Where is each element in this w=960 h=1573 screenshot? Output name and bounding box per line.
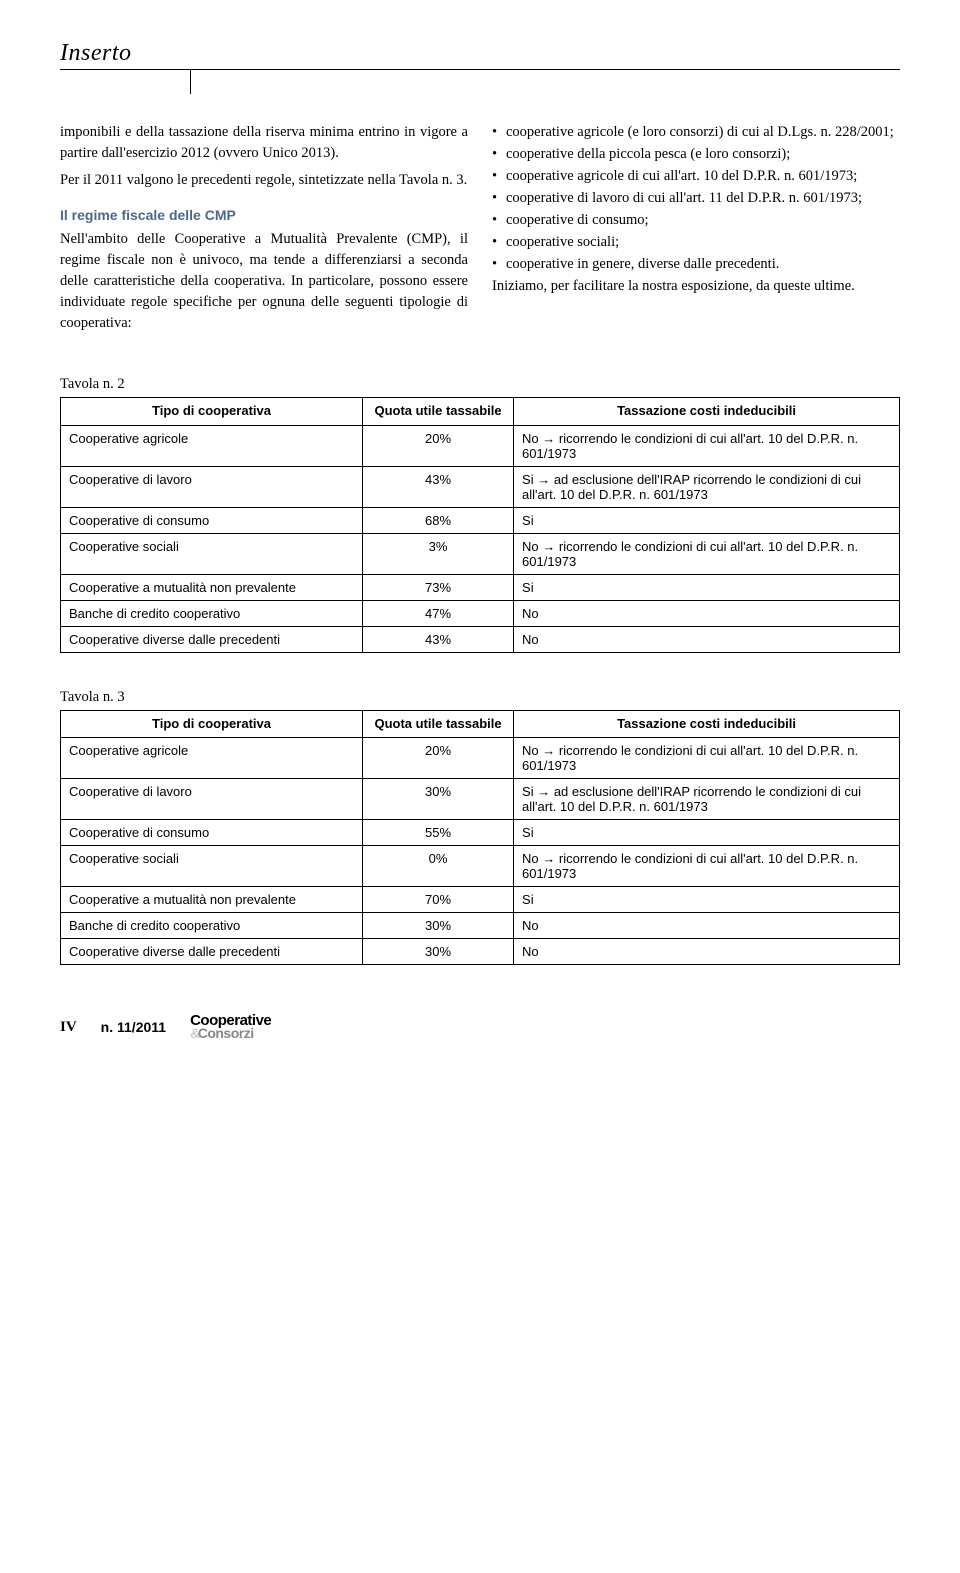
cell-tax: No bbox=[514, 600, 900, 626]
table-row: Tipo di cooperativa Quota utile tassabil… bbox=[61, 710, 900, 737]
table-caption: Tavola n. 2 bbox=[60, 376, 900, 393]
body-columns: imponibili e della tassazione della rise… bbox=[60, 122, 900, 340]
logo-line-2: &Consorzi bbox=[190, 1028, 271, 1040]
cell-type: Cooperative sociali bbox=[61, 845, 363, 886]
page-header-title: Inserto bbox=[60, 40, 900, 67]
body-paragraph: Iniziamo, per facilitare la nostra espos… bbox=[492, 276, 900, 297]
cell-quota: 70% bbox=[363, 886, 514, 912]
cell-tax: No → ricorrendo le condizioni di cui all… bbox=[514, 737, 900, 778]
cell-type: Cooperative a mutualità non prevalente bbox=[61, 886, 363, 912]
list-item: cooperative agricole di cui all'art. 10 … bbox=[492, 166, 900, 187]
header-tick bbox=[190, 70, 191, 94]
cell-tax: Si bbox=[514, 574, 900, 600]
table-row: Cooperative diverse dalle precedenti43%N… bbox=[61, 626, 900, 652]
list-item: cooperative agricole (e loro consorzi) d… bbox=[492, 122, 900, 143]
cell-type: Cooperative agricole bbox=[61, 737, 363, 778]
cell-tax: No → ricorrendo le condizioni di cui all… bbox=[514, 425, 900, 466]
table-row: Cooperative di consumo55%Si bbox=[61, 819, 900, 845]
body-paragraph: imponibili e della tassazione della rise… bbox=[60, 122, 468, 164]
page-footer: IV n. 11/2011 Cooperative &Consorzi bbox=[60, 1015, 900, 1040]
issue-number: n. 11/2011 bbox=[101, 1019, 166, 1035]
cell-tax: No → ricorrendo le condizioni di cui all… bbox=[514, 845, 900, 886]
list-item: cooperative della piccola pesca (e loro … bbox=[492, 144, 900, 165]
cell-type: Cooperative di consumo bbox=[61, 507, 363, 533]
body-paragraph: Per il 2011 valgono le precedenti regole… bbox=[60, 170, 468, 191]
cell-tax: Si → ad esclusione dell'IRAP ricorrendo … bbox=[514, 778, 900, 819]
cell-type: Cooperative diverse dalle precedenti bbox=[61, 938, 363, 964]
cell-tax: No bbox=[514, 912, 900, 938]
cell-type: Cooperative sociali bbox=[61, 533, 363, 574]
table-row: Cooperative a mutualità non prevalente70… bbox=[61, 886, 900, 912]
list-item: cooperative sociali; bbox=[492, 232, 900, 253]
cell-tax: Si → ad esclusione dell'IRAP ricorrendo … bbox=[514, 466, 900, 507]
page-number: IV bbox=[60, 1019, 77, 1036]
col-header-type: Tipo di cooperativa bbox=[61, 710, 363, 737]
cell-type: Banche di credito cooperativo bbox=[61, 600, 363, 626]
col-header-quota: Quota utile tassabile bbox=[363, 710, 514, 737]
cell-type: Cooperative di consumo bbox=[61, 819, 363, 845]
list-item: cooperative in genere, diverse dalle pre… bbox=[492, 254, 900, 275]
col-header-tax: Tassazione costi indeducibili bbox=[514, 710, 900, 737]
table-row: Cooperative agricole20%No → ricorrendo l… bbox=[61, 737, 900, 778]
cell-quota: 43% bbox=[363, 466, 514, 507]
table-row: Banche di credito cooperativo30%No bbox=[61, 912, 900, 938]
bullet-list: cooperative agricole (e loro consorzi) d… bbox=[492, 122, 900, 275]
body-paragraph: Nell'ambito delle Cooperative a Mutualit… bbox=[60, 229, 468, 334]
col-header-type: Tipo di cooperativa bbox=[61, 398, 363, 425]
col-header-quota: Quota utile tassabile bbox=[363, 398, 514, 425]
table-row: Cooperative agricole20%No → ricorrendo l… bbox=[61, 425, 900, 466]
cell-quota: 30% bbox=[363, 778, 514, 819]
table-row: Cooperative diverse dalle precedenti30%N… bbox=[61, 938, 900, 964]
cell-quota: 43% bbox=[363, 626, 514, 652]
cell-type: Cooperative diverse dalle precedenti bbox=[61, 626, 363, 652]
cell-tax: No → ricorrendo le condizioni di cui all… bbox=[514, 533, 900, 574]
cell-type: Cooperative di lavoro bbox=[61, 778, 363, 819]
cell-tax: Si bbox=[514, 886, 900, 912]
cell-quota: 73% bbox=[363, 574, 514, 600]
header-rule bbox=[60, 69, 900, 70]
col-header-tax: Tassazione costi indeducibili bbox=[514, 398, 900, 425]
table-row: Cooperative di consumo68%Si bbox=[61, 507, 900, 533]
table-row: Cooperative sociali3%No → ricorrendo le … bbox=[61, 533, 900, 574]
table-caption: Tavola n. 3 bbox=[60, 689, 900, 706]
cell-quota: 47% bbox=[363, 600, 514, 626]
table-row: Cooperative sociali0%No → ricorrendo le … bbox=[61, 845, 900, 886]
brand-logo: Cooperative &Consorzi bbox=[190, 1015, 271, 1040]
cell-quota: 55% bbox=[363, 819, 514, 845]
list-item: cooperative di consumo; bbox=[492, 210, 900, 231]
cell-type: Banche di credito cooperativo bbox=[61, 912, 363, 938]
table-row: Banche di credito cooperativo47%No bbox=[61, 600, 900, 626]
cell-tax: Si bbox=[514, 819, 900, 845]
cell-quota: 30% bbox=[363, 938, 514, 964]
cell-tax: No bbox=[514, 938, 900, 964]
table-row: Tipo di cooperativa Quota utile tassabil… bbox=[61, 398, 900, 425]
cell-quota: 68% bbox=[363, 507, 514, 533]
logo-line-2-text: Consorzi bbox=[198, 1025, 254, 1041]
cell-tax: Si bbox=[514, 507, 900, 533]
cell-quota: 30% bbox=[363, 912, 514, 938]
tavola-3-table: Tipo di cooperativa Quota utile tassabil… bbox=[60, 710, 900, 965]
list-item: cooperative di lavoro di cui all'art. 11… bbox=[492, 188, 900, 209]
section-heading: Il regime fiscale delle CMP bbox=[60, 205, 468, 225]
cell-type: Cooperative a mutualità non prevalente bbox=[61, 574, 363, 600]
table-row: Cooperative di lavoro30%Si → ad esclusio… bbox=[61, 778, 900, 819]
cell-type: Cooperative di lavoro bbox=[61, 466, 363, 507]
cell-type: Cooperative agricole bbox=[61, 425, 363, 466]
table-row: Cooperative a mutualità non prevalente73… bbox=[61, 574, 900, 600]
left-column: imponibili e della tassazione della rise… bbox=[60, 122, 468, 340]
cell-quota: 20% bbox=[363, 425, 514, 466]
table-row: Cooperative di lavoro43%Si → ad esclusio… bbox=[61, 466, 900, 507]
cell-quota: 3% bbox=[363, 533, 514, 574]
right-column: cooperative agricole (e loro consorzi) d… bbox=[492, 122, 900, 340]
cell-quota: 0% bbox=[363, 845, 514, 886]
cell-tax: No bbox=[514, 626, 900, 652]
cell-quota: 20% bbox=[363, 737, 514, 778]
tavola-2-table: Tipo di cooperativa Quota utile tassabil… bbox=[60, 397, 900, 652]
